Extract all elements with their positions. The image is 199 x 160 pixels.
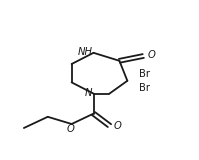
Text: O: O [113,121,121,131]
Text: N: N [85,88,92,98]
Text: O: O [147,50,155,60]
Text: Br: Br [139,69,150,79]
Text: NH: NH [78,47,93,57]
Text: Br: Br [139,83,150,93]
Text: O: O [67,124,75,134]
